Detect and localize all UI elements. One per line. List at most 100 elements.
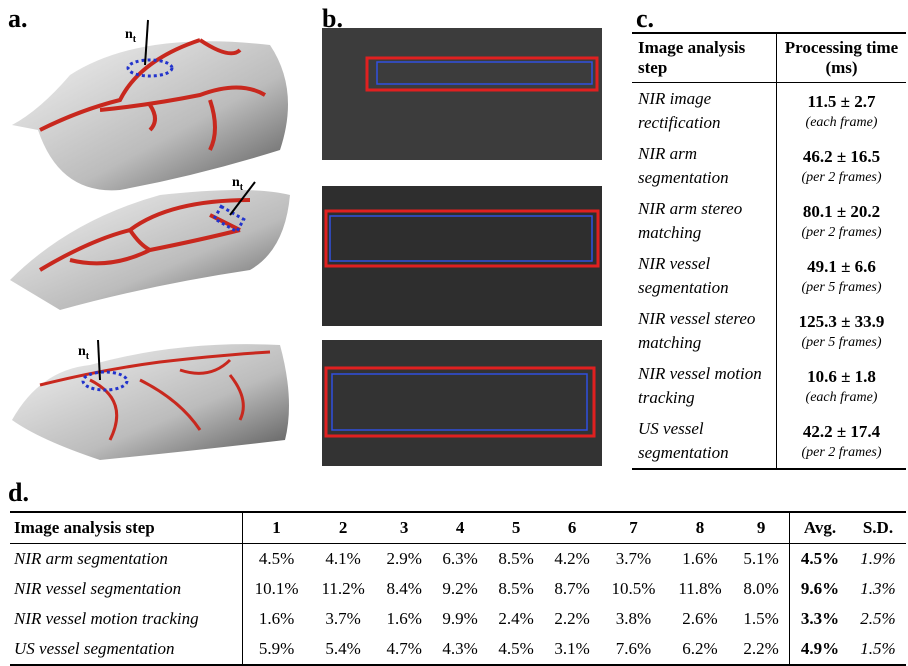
cell: 8.7% — [544, 574, 600, 604]
time-cell: 11.5 ± 2.7(each frame) — [777, 83, 907, 139]
header-cell: 9 — [733, 512, 790, 544]
step-cell: NIR arm segmentation — [632, 138, 777, 193]
cell: 8.4% — [376, 574, 432, 604]
cell: US vessel segmentation — [10, 634, 243, 665]
normal-label: nt — [125, 27, 137, 45]
normal-base: n — [125, 27, 133, 42]
cell: 9.9% — [432, 604, 488, 634]
cell: 4.5% — [488, 634, 544, 665]
cell: 5.9% — [243, 634, 311, 665]
cell: 2.4% — [488, 604, 544, 634]
time-value: 125.3 ± 33.9 — [783, 310, 900, 334]
header-cell: Avg. — [790, 512, 850, 544]
time-cell: 49.1 ± 6.6(per 5 frames) — [777, 248, 907, 303]
time-value: 49.1 ± 6.6 — [783, 255, 900, 279]
row: NIR vessel motion tracking10.6 ± 1.8(eac… — [632, 358, 906, 413]
step-cell: NIR arm stereo matching — [632, 193, 777, 248]
cell: 4.5% — [243, 544, 311, 575]
cell: NIR vessel motion tracking — [10, 604, 243, 634]
cell: 3.7% — [310, 604, 376, 634]
cell: 3.7% — [600, 544, 667, 575]
cell: 7.6% — [600, 634, 667, 665]
cell: 3.1% — [544, 634, 600, 665]
cell: 9.6% — [790, 574, 850, 604]
time-note: (per 2 frames) — [783, 224, 900, 242]
header-cell: 2 — [310, 512, 376, 544]
time-note: (each frame) — [783, 389, 900, 407]
cell: NIR arm segmentation — [10, 544, 243, 575]
cell: 1.6% — [667, 544, 733, 575]
cell: 10.1% — [243, 574, 311, 604]
step-cell: US vessel segmentation — [632, 413, 777, 469]
header-cell: 5 — [488, 512, 544, 544]
cell: 2.2% — [733, 634, 790, 665]
cell: NIR vessel segmentation — [10, 574, 243, 604]
header-cell: Image analysis step — [10, 512, 243, 544]
cell: 10.5% — [600, 574, 667, 604]
row: NIR arm segmentation4.5%4.1%2.9%6.3%8.5%… — [10, 544, 906, 575]
time-note: (per 5 frames) — [783, 279, 900, 297]
cell: 5.4% — [310, 634, 376, 665]
cell: 3.3% — [790, 604, 850, 634]
time-note: (each frame) — [783, 114, 900, 132]
time-value: 80.1 ± 20.2 — [783, 200, 900, 224]
cell: 2.2% — [544, 604, 600, 634]
cell: 8.0% — [733, 574, 790, 604]
surface — [12, 344, 289, 460]
panel-label: d. — [8, 478, 29, 508]
cell: 8.5% — [488, 544, 544, 575]
step-cell: NIR image rectification — [632, 83, 777, 139]
us-image — [322, 186, 602, 326]
us-image — [322, 340, 602, 466]
row: NIR image rectification11.5 ± 2.7(each f… — [632, 83, 906, 139]
cell: 1.5% — [733, 604, 790, 634]
header-cell: 6 — [544, 512, 600, 544]
cell: 6.3% — [432, 544, 488, 575]
header-cell: 8 — [667, 512, 733, 544]
page: a. b. c. d. ntntnt Image analysis stepPr… — [0, 0, 908, 657]
normal-sub: t — [86, 351, 90, 362]
normal-base: n — [78, 344, 86, 359]
cell: 2.5% — [850, 604, 906, 634]
ultrasound-images — [322, 28, 607, 468]
cell: 11.2% — [310, 574, 376, 604]
time-value: 10.6 ± 1.8 — [783, 365, 900, 389]
cell: 4.7% — [376, 634, 432, 665]
normal-sub: t — [133, 34, 137, 45]
cell: 2.6% — [667, 604, 733, 634]
cell: 3.8% — [600, 604, 667, 634]
time-value: 11.5 ± 2.7 — [783, 90, 900, 114]
cell: 6.2% — [667, 634, 733, 665]
step-cell: NIR vessel segmentation — [632, 248, 777, 303]
header-cell: 1 — [243, 512, 311, 544]
cell: 4.2% — [544, 544, 600, 575]
cell: 8.5% — [488, 574, 544, 604]
header-cell: 7 — [600, 512, 667, 544]
row: NIR arm stereo matching80.1 ± 20.2(per 2… — [632, 193, 906, 248]
header-cell: 3 — [376, 512, 432, 544]
cell: 4.1% — [310, 544, 376, 575]
us-image — [322, 28, 602, 160]
time-note: (per 2 frames) — [783, 169, 900, 187]
time-cell: 125.3 ± 33.9(per 5 frames) — [777, 303, 907, 358]
cell: 9.2% — [432, 574, 488, 604]
time-cell: 42.2 ± 17.4(per 2 frames) — [777, 413, 907, 469]
header-cell: 4 — [432, 512, 488, 544]
cell: 1.5% — [850, 634, 906, 665]
cell: 2.9% — [376, 544, 432, 575]
time-cell: 80.1 ± 20.2(per 2 frames) — [777, 193, 907, 248]
header-cell: S.D. — [850, 512, 906, 544]
step-cell: NIR vessel stereo matching — [632, 303, 777, 358]
time-cell: 46.2 ± 16.5(per 2 frames) — [777, 138, 907, 193]
header-cell: Image analysis step — [632, 33, 777, 83]
cell: 1.9% — [850, 544, 906, 575]
normal-base: n — [232, 175, 240, 190]
time-value: 46.2 ± 16.5 — [783, 145, 900, 169]
